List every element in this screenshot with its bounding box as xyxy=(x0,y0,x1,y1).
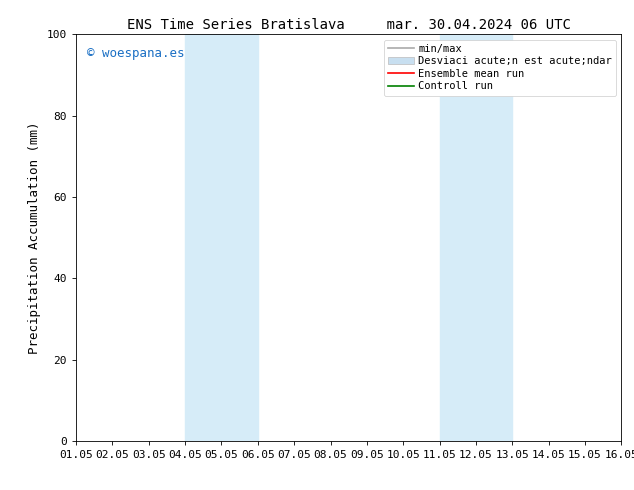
Text: © woespana.es: © woespana.es xyxy=(87,47,184,59)
Legend: min/max, Desviaci acute;n est acute;ndar, Ensemble mean run, Controll run: min/max, Desviaci acute;n est acute;ndar… xyxy=(384,40,616,96)
Bar xyxy=(185,34,258,441)
Y-axis label: Precipitation Accumulation (mm): Precipitation Accumulation (mm) xyxy=(29,122,41,354)
Title: ENS Time Series Bratislava     mar. 30.04.2024 06 UTC: ENS Time Series Bratislava mar. 30.04.20… xyxy=(127,18,571,32)
Bar xyxy=(439,34,512,441)
